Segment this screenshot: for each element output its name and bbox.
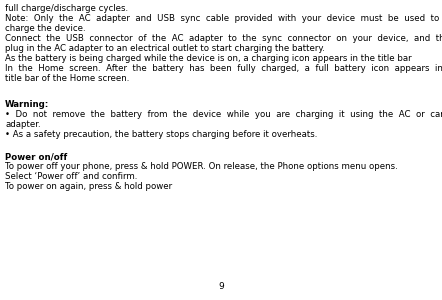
Text: 9: 9 (218, 282, 224, 291)
Text: As the battery is being charged while the device is on, a charging icon appears : As the battery is being charged while th… (5, 54, 412, 63)
Text: plug in the AC adapter to an electrical outlet to start charging the battery.: plug in the AC adapter to an electrical … (5, 44, 325, 53)
Text: To power off your phone, press & hold POWER. On release, the Phone options menu : To power off your phone, press & hold PO… (5, 162, 398, 171)
Text: charge the device.: charge the device. (5, 24, 86, 33)
Text: In  the  Home  screen.  After  the  battery  has  been  fully  charged,  a  full: In the Home screen. After the battery ha… (5, 64, 442, 73)
Text: adapter.: adapter. (5, 120, 41, 129)
Text: •  Do  not  remove  the  battery  from  the  device  while  you  are  charging  : • Do not remove the battery from the dev… (5, 110, 442, 119)
Text: • As a safety precaution, the battery stops charging before it overheats.: • As a safety precaution, the battery st… (5, 130, 317, 139)
Text: title bar of the Home screen.: title bar of the Home screen. (5, 74, 130, 83)
Text: full charge/discharge cycles.: full charge/discharge cycles. (5, 4, 128, 13)
Text: Select ‘Power off’ and confirm.: Select ‘Power off’ and confirm. (5, 172, 137, 181)
Text: Connect  the  USB  connector  of  the  AC  adapter  to  the  sync  connector  on: Connect the USB connector of the AC adap… (5, 34, 442, 43)
Text: Note:  Only  the  AC  adapter  and  USB  sync  cable  provided  with  your  devi: Note: Only the AC adapter and USB sync c… (5, 14, 439, 23)
Text: Power on/off: Power on/off (5, 152, 67, 161)
Text: To power on again, press & hold power: To power on again, press & hold power (5, 182, 172, 191)
Text: Warning:: Warning: (5, 100, 49, 109)
